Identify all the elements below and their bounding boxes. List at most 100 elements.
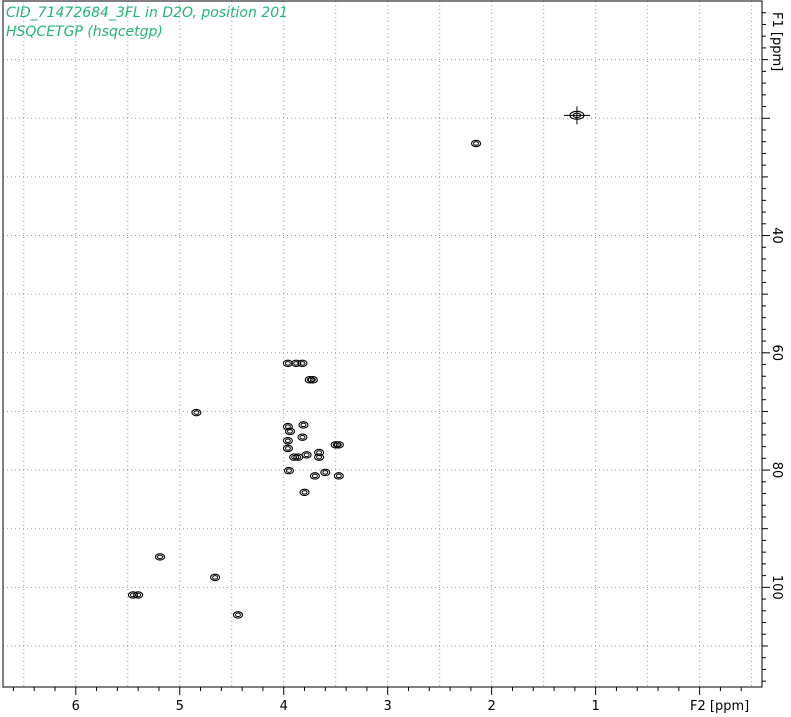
peak-contour <box>282 436 293 445</box>
contour-outer <box>210 573 221 582</box>
pulse-program-label: HSQCETGP (hsqcetgp) <box>6 24 163 40</box>
contour-inner <box>299 361 306 366</box>
contour-inner <box>284 438 291 444</box>
axis-ticks <box>12 12 770 695</box>
peak-contour <box>320 468 331 477</box>
contour-inner <box>332 442 339 448</box>
peak-contour <box>299 488 310 497</box>
y-axis-label: F1 [ppm] <box>769 12 784 71</box>
contour-outer <box>127 591 139 599</box>
spectrum-title: CID_71472684_3FL in D2O, position 201 <box>6 5 289 21</box>
peak-contour <box>282 359 293 368</box>
peak-contour <box>307 376 318 384</box>
contour-inner <box>316 454 323 460</box>
peak-contour <box>232 611 244 619</box>
contour-inner <box>335 473 342 479</box>
peak-contour <box>283 466 294 475</box>
contour-outer <box>314 453 325 461</box>
peak-contour <box>314 453 325 461</box>
contour-inner <box>284 361 291 366</box>
contour-outer <box>297 433 308 441</box>
contour-outer <box>471 139 482 148</box>
contour-inner <box>157 554 163 560</box>
contour-inner <box>235 612 241 618</box>
contour-inner <box>306 377 313 383</box>
contour-inner <box>212 575 219 580</box>
x-tick-label: 4 <box>280 699 288 714</box>
peak-contour <box>291 359 302 368</box>
contour-inner <box>309 377 316 383</box>
contour-inner <box>335 442 342 448</box>
grid-lines <box>3 1 762 687</box>
contour-inner <box>299 434 306 440</box>
contour-outer <box>232 611 244 619</box>
contour-inner <box>293 361 300 366</box>
contour-outer <box>133 591 144 599</box>
x-tick-label: 5 <box>176 699 184 714</box>
contour-outer <box>299 488 310 497</box>
contour-outer <box>291 359 302 368</box>
x-tick-label: 2 <box>488 699 496 714</box>
contour-outer <box>191 408 202 417</box>
contour-inner <box>322 470 329 475</box>
contour-inner <box>135 592 142 598</box>
y-tick-label: 40 <box>769 227 784 244</box>
peak-contour <box>133 591 144 599</box>
contour-inner <box>286 429 293 434</box>
contour-outer <box>309 472 320 480</box>
contour-inner <box>285 468 292 473</box>
y-tick-label: 100 <box>769 575 784 600</box>
peak-contour <box>330 441 341 449</box>
peak-contour <box>154 553 166 561</box>
x-tick-label: 3 <box>384 699 392 714</box>
peak-contour <box>333 472 344 480</box>
y-tick-label: 60 <box>769 345 784 362</box>
contour-inner <box>129 592 136 598</box>
peak-contour <box>297 359 308 368</box>
contour-inner <box>311 473 318 479</box>
contour-outer <box>289 453 300 461</box>
peak-contour <box>284 427 296 436</box>
peak-contour <box>471 139 482 148</box>
plot-frame <box>2 0 763 688</box>
tick-labels: 6 5 4 3 2 1 40 60 80 100 <box>72 227 784 714</box>
peak-contour <box>304 376 315 384</box>
peak-contour <box>191 408 202 417</box>
contour-outer <box>333 441 344 449</box>
contour-inner <box>193 410 200 415</box>
peak-contour <box>297 433 308 441</box>
peak-contour <box>210 573 221 582</box>
contour-outer <box>297 359 308 368</box>
contour-outer <box>154 553 166 561</box>
contour-outer <box>282 444 293 453</box>
contour-outer <box>283 466 294 475</box>
x-tick-label: 6 <box>72 699 80 714</box>
x-tick-label: 1 <box>592 699 600 714</box>
contour-outer <box>320 468 331 477</box>
contour-outer <box>333 472 344 480</box>
peak-contour <box>333 441 344 449</box>
peak-contours <box>127 106 590 619</box>
contour-inner <box>303 452 310 458</box>
contour-outer <box>282 359 293 368</box>
contour-inner <box>301 490 308 495</box>
contour-outer <box>301 451 312 459</box>
contour-outer <box>330 441 341 449</box>
x-axis-label: F2 [ppm] <box>690 699 749 714</box>
contour-outer <box>298 421 309 429</box>
contour-outer <box>304 376 315 384</box>
peak-contour <box>282 444 293 453</box>
contour-inner <box>300 422 307 428</box>
peak-contour <box>301 451 312 459</box>
contour-inner <box>295 454 302 460</box>
peak-contour <box>309 472 320 480</box>
y-tick-label: 80 <box>769 462 784 479</box>
contour-inner <box>284 446 291 451</box>
contour-outer <box>282 436 293 445</box>
peak-contour <box>563 106 590 125</box>
contour-inner <box>473 141 480 146</box>
peak-contour <box>298 421 309 429</box>
contour-outer <box>284 427 296 436</box>
contour-outer <box>307 376 318 384</box>
